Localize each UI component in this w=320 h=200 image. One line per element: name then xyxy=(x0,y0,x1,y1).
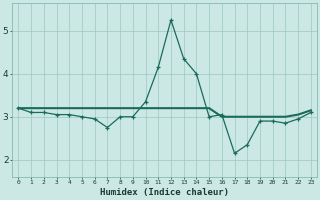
X-axis label: Humidex (Indice chaleur): Humidex (Indice chaleur) xyxy=(100,188,229,197)
